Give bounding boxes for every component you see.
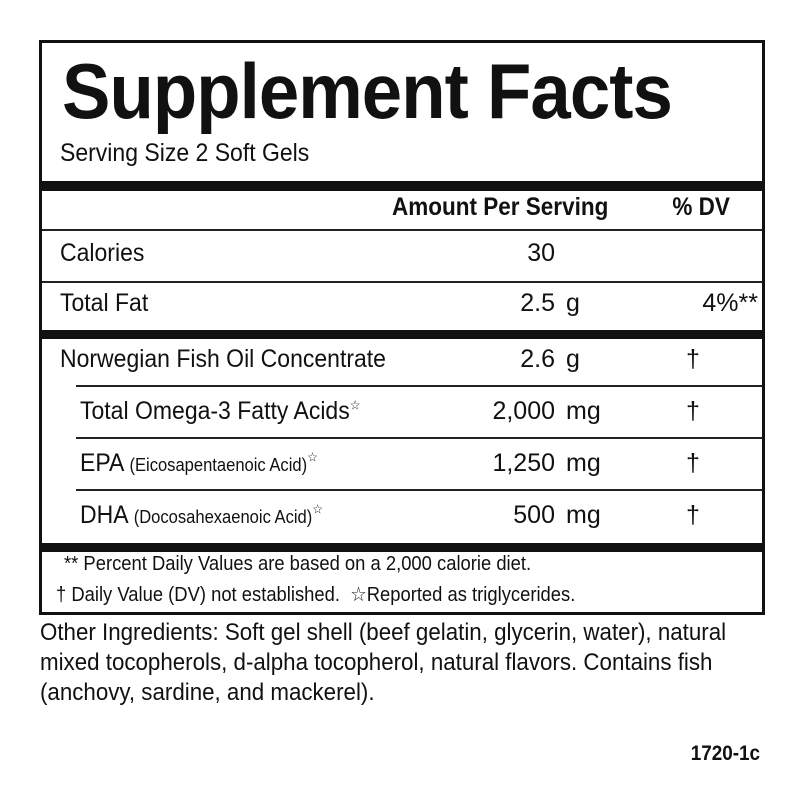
row-epa-amount: 1,250: [492, 449, 555, 477]
product-code: 1720-1c: [690, 742, 760, 765]
serving-size: Serving Size 2 Soft Gels: [60, 139, 310, 167]
star-icon: ☆: [312, 501, 323, 517]
epa-name: EPA: [80, 449, 124, 477]
row-dha-amount: 500: [513, 501, 555, 529]
row-fish-oil-label: Norwegian Fish Oil Concentrate: [60, 345, 386, 373]
divider: [76, 437, 762, 439]
row-calories-label: Calories: [60, 239, 145, 267]
supplement-facts-panel: Supplement Facts Serving Size 2 Soft Gel…: [39, 40, 765, 615]
footnote-dv-not-established: † Daily Value (DV) not established. ☆Rep…: [56, 582, 575, 607]
divider-thick: [42, 330, 762, 339]
row-epa-unit: mg: [566, 449, 601, 477]
panel-title: Supplement Facts: [62, 47, 673, 135]
row-calories-amount: 30: [527, 239, 555, 267]
row-total-fat-dv: 4%**: [702, 289, 758, 317]
row-total-fat-label: Total Fat: [60, 289, 149, 317]
row-omega3-dv: †: [686, 397, 700, 425]
row-total-fat-unit: g: [566, 289, 580, 317]
divider: [42, 281, 762, 283]
row-fish-oil-amount: 2.6: [520, 345, 555, 373]
row-dha-unit: mg: [566, 501, 601, 529]
divider-thick: [42, 181, 762, 191]
dha-note: (Docosahexaenoic Acid): [133, 507, 313, 527]
row-epa-dv: †: [686, 449, 700, 477]
row-epa-label: EPA (Eicosapentaenoic Acid)☆: [80, 449, 318, 478]
row-dha-dv: †: [686, 501, 700, 529]
footnote-triglycerides: ☆Reported as triglycerides.: [350, 584, 576, 606]
divider: [76, 489, 762, 491]
omega3-name: Total Omega-3 Fatty Acids: [80, 397, 350, 425]
epa-note: (Eicosapentaenoic Acid): [129, 455, 308, 475]
footnote-dagger: † Daily Value (DV) not established.: [56, 584, 340, 606]
row-omega3-amount: 2,000: [492, 397, 555, 425]
other-ingredients: Other Ingredients: Soft gel shell (beef …: [40, 619, 727, 706]
divider-thick: [42, 543, 762, 552]
divider: [42, 229, 762, 231]
row-fish-oil-dv: †: [686, 345, 700, 373]
row-dha-label: DHA (Docosahexaenoic Acid)☆: [80, 501, 323, 530]
row-fish-oil-unit: g: [566, 345, 580, 373]
star-icon: ☆: [349, 397, 361, 413]
divider: [76, 385, 762, 387]
footnote-dv-basis: ** Percent Daily Values are based on a 2…: [64, 553, 532, 575]
row-total-fat-amount: 2.5: [520, 289, 555, 317]
header-amount: Amount Per Serving: [391, 193, 608, 221]
row-omega3-label: Total Omega-3 Fatty Acids☆: [80, 397, 360, 426]
star-icon: ☆: [307, 449, 318, 465]
row-omega3-unit: mg: [566, 397, 601, 425]
header-dv: % DV: [672, 193, 730, 221]
dha-name: DHA: [80, 501, 128, 529]
